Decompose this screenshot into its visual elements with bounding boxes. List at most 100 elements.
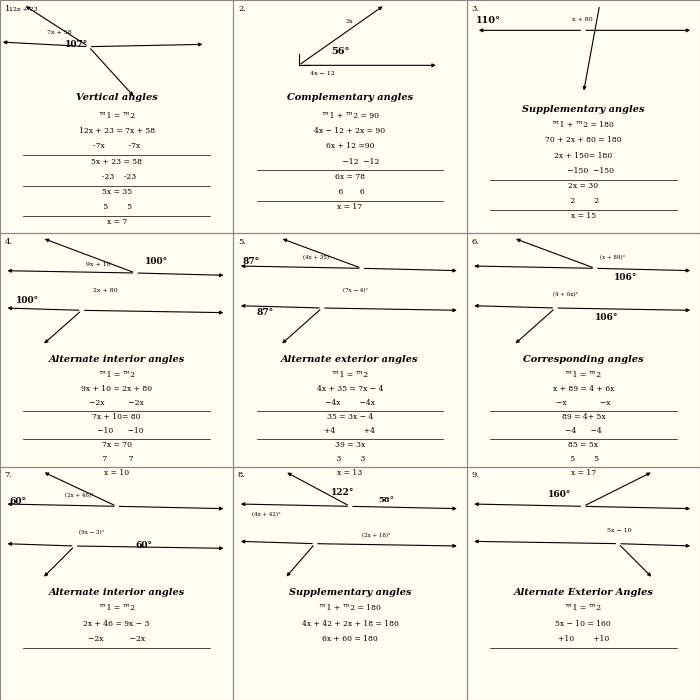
Text: 160°: 160° bbox=[548, 490, 572, 499]
Text: x = 7: x = 7 bbox=[106, 218, 127, 226]
Text: 5x + 23 = 58: 5x + 23 = 58 bbox=[91, 158, 142, 165]
Text: 2x + 150​= 180: 2x + 150​= 180 bbox=[554, 152, 612, 160]
Text: 85 = 5x: 85 = 5x bbox=[568, 441, 598, 449]
Text: 107°: 107° bbox=[65, 40, 89, 49]
Text: (2x + 18)°: (2x + 18)° bbox=[362, 533, 391, 538]
Text: +10        +10: +10 +10 bbox=[558, 635, 609, 643]
Text: 100°: 100° bbox=[145, 257, 168, 266]
Text: 6x + 60 = 180: 6x + 60 = 180 bbox=[322, 635, 378, 643]
Text: 8.: 8. bbox=[238, 471, 246, 480]
Text: 2x + 80: 2x + 80 bbox=[93, 288, 118, 293]
Text: ™1 = ™2: ™1 = ™2 bbox=[566, 604, 601, 612]
Text: 122°: 122° bbox=[331, 488, 355, 497]
Text: 7         7: 7 7 bbox=[100, 455, 134, 463]
Text: −4x        −4x: −4x −4x bbox=[325, 399, 375, 407]
Text: 2.: 2. bbox=[238, 5, 246, 13]
Text: 7x = 70: 7x = 70 bbox=[102, 441, 132, 449]
Text: x = 13: x = 13 bbox=[337, 469, 363, 477]
Text: 4​x + 35 = 7x − 4: 4​x + 35 = 7x − 4 bbox=[317, 385, 383, 393]
Text: -23    -23: -23 -23 bbox=[97, 173, 136, 181]
Text: ™1 = ™2: ™1 = ™2 bbox=[99, 371, 134, 379]
Text: (4x + 42)°: (4x + 42)° bbox=[252, 512, 281, 517]
Text: 110°: 110° bbox=[476, 16, 501, 25]
Text: 1.: 1. bbox=[5, 5, 13, 13]
Text: 5        5: 5 5 bbox=[101, 203, 132, 211]
Text: Complementary angles: Complementary angles bbox=[287, 93, 413, 102]
Text: 6x + 12 =​90: 6x + 12 =​90 bbox=[326, 142, 374, 150]
Text: ™1 = ™2: ™1 = ™2 bbox=[99, 112, 134, 120]
Text: ™1 = ™2: ™1 = ™2 bbox=[566, 371, 601, 379]
Text: 56°: 56° bbox=[331, 47, 350, 56]
Text: −4      −4: −4 −4 bbox=[565, 427, 602, 435]
Text: Supplementary angles: Supplementary angles bbox=[288, 588, 412, 597]
Text: ™1 = ™2: ™1 = ™2 bbox=[332, 371, 368, 379]
Text: 70 + 2x + 80 = 180: 70 + 2x + 80 = 180 bbox=[545, 136, 622, 144]
Text: 9x + 10: 9x + 10 bbox=[86, 262, 111, 267]
Text: 4x − 12: 4x − 12 bbox=[310, 71, 335, 76]
Text: −150  −150: −150 −150 bbox=[553, 167, 614, 175]
Text: 9.: 9. bbox=[471, 471, 480, 480]
Text: −2x          −2x: −2x −2x bbox=[90, 399, 144, 407]
Text: 2x: 2x bbox=[345, 20, 353, 25]
Text: 7x + 58: 7x + 58 bbox=[47, 30, 71, 35]
Text: Alternate interior angles: Alternate interior angles bbox=[48, 588, 185, 597]
Text: 4x − 12 + 2x = 90: 4x − 12 + 2x = 90 bbox=[314, 127, 386, 135]
Text: 6.: 6. bbox=[471, 238, 480, 246]
Text: ™1 = ™2: ™1 = ™2 bbox=[99, 604, 134, 612]
Text: 5x − 10 = 160: 5x − 10 = 160 bbox=[556, 620, 611, 627]
Text: Supplementary angles: Supplementary angles bbox=[522, 105, 645, 114]
Text: 9x + 10 = 2x + 80: 9x + 10 = 2x + 80 bbox=[81, 385, 152, 393]
Text: ™1 + ™2 = 180: ™1 + ™2 = 180 bbox=[552, 121, 615, 130]
Text: 6x = 78: 6x = 78 bbox=[335, 173, 365, 181]
Text: −10      −10: −10 −10 bbox=[90, 427, 144, 435]
Text: 87°: 87° bbox=[243, 257, 260, 266]
Text: 89 = 4​+ 5x: 89 = 4​+ 5x bbox=[561, 413, 605, 421]
Text: 60°: 60° bbox=[9, 497, 27, 506]
Text: 6       6: 6 6 bbox=[335, 188, 365, 196]
Text: 5        5: 5 5 bbox=[568, 455, 599, 463]
Text: x = 17: x = 17 bbox=[337, 203, 363, 211]
Text: ​x + 89 = 4 + 6x: ​x + 89 = 4 + 6x bbox=[552, 385, 614, 393]
Text: x = 10: x = 10 bbox=[104, 469, 130, 477]
Text: (2x + 46)°: (2x + 46)° bbox=[65, 493, 94, 498]
Text: 2        2: 2 2 bbox=[568, 197, 599, 205]
Text: (x + 89)°: (x + 89)° bbox=[600, 255, 625, 260]
Text: Corresponding angles: Corresponding angles bbox=[523, 355, 643, 364]
Text: 3.: 3. bbox=[471, 5, 480, 13]
Text: +4            +4: +4 +4 bbox=[325, 427, 375, 435]
Text: −x              −x: −x −x bbox=[556, 399, 610, 407]
Text: Vertical angles: Vertical angles bbox=[76, 93, 158, 102]
Text: x = 17: x = 17 bbox=[570, 469, 596, 477]
Text: Alternate exterior angles: Alternate exterior angles bbox=[281, 355, 419, 364]
Text: Alternate interior angles: Alternate interior angles bbox=[48, 355, 185, 364]
Text: 106°: 106° bbox=[614, 273, 637, 282]
Text: 4x + 42 + 2x + 18 = 180: 4x + 42 + 2x + 18 = 180 bbox=[302, 620, 398, 627]
Text: 2x = 30: 2x = 30 bbox=[568, 182, 598, 190]
Text: 100°: 100° bbox=[16, 296, 39, 305]
Text: 35 = 3x − 4​: 35 = 3x − 4​ bbox=[327, 413, 373, 421]
Text: (4x + 35): (4x + 35) bbox=[303, 255, 329, 260]
Text: Alternate Exterior Angles: Alternate Exterior Angles bbox=[513, 588, 653, 597]
Text: ™1 + ™2 = 180: ™1 + ™2 = 180 bbox=[319, 604, 381, 612]
Text: 5.: 5. bbox=[238, 238, 246, 246]
Text: −12  −12: −12 −12 bbox=[321, 158, 379, 165]
Text: 58°: 58° bbox=[378, 496, 394, 504]
Text: 7.: 7. bbox=[5, 471, 13, 480]
Text: -7x          -7x: -7x -7x bbox=[93, 142, 140, 150]
Text: −2x           −2x: −2x −2x bbox=[88, 635, 145, 643]
Text: 7x + 10​= 80: 7x + 10​= 80 bbox=[92, 413, 141, 421]
Text: (7x − 4)°: (7x − 4)° bbox=[343, 288, 368, 293]
Text: x + 80: x + 80 bbox=[572, 17, 592, 22]
Text: 39 = 3x: 39 = 3x bbox=[335, 441, 365, 449]
Text: 2​x + 46 = 9x − 3: 2​x + 46 = 9x − 3 bbox=[83, 620, 150, 627]
Text: 5x = 35: 5x = 35 bbox=[102, 188, 132, 196]
Text: 4.: 4. bbox=[5, 238, 13, 246]
Text: x = 15: x = 15 bbox=[570, 212, 596, 220]
Text: 3        3: 3 3 bbox=[335, 455, 365, 463]
Text: 5x − 10: 5x − 10 bbox=[607, 528, 631, 533]
Text: (9x − 3)°: (9x − 3)° bbox=[79, 530, 105, 536]
Text: 60°: 60° bbox=[135, 541, 153, 550]
Text: ™1 + ™2 = 90: ™1 + ™2 = 90 bbox=[321, 112, 379, 120]
Text: (4 + 6x)°: (4 + 6x)° bbox=[553, 292, 578, 298]
Text: 87°: 87° bbox=[257, 308, 274, 317]
